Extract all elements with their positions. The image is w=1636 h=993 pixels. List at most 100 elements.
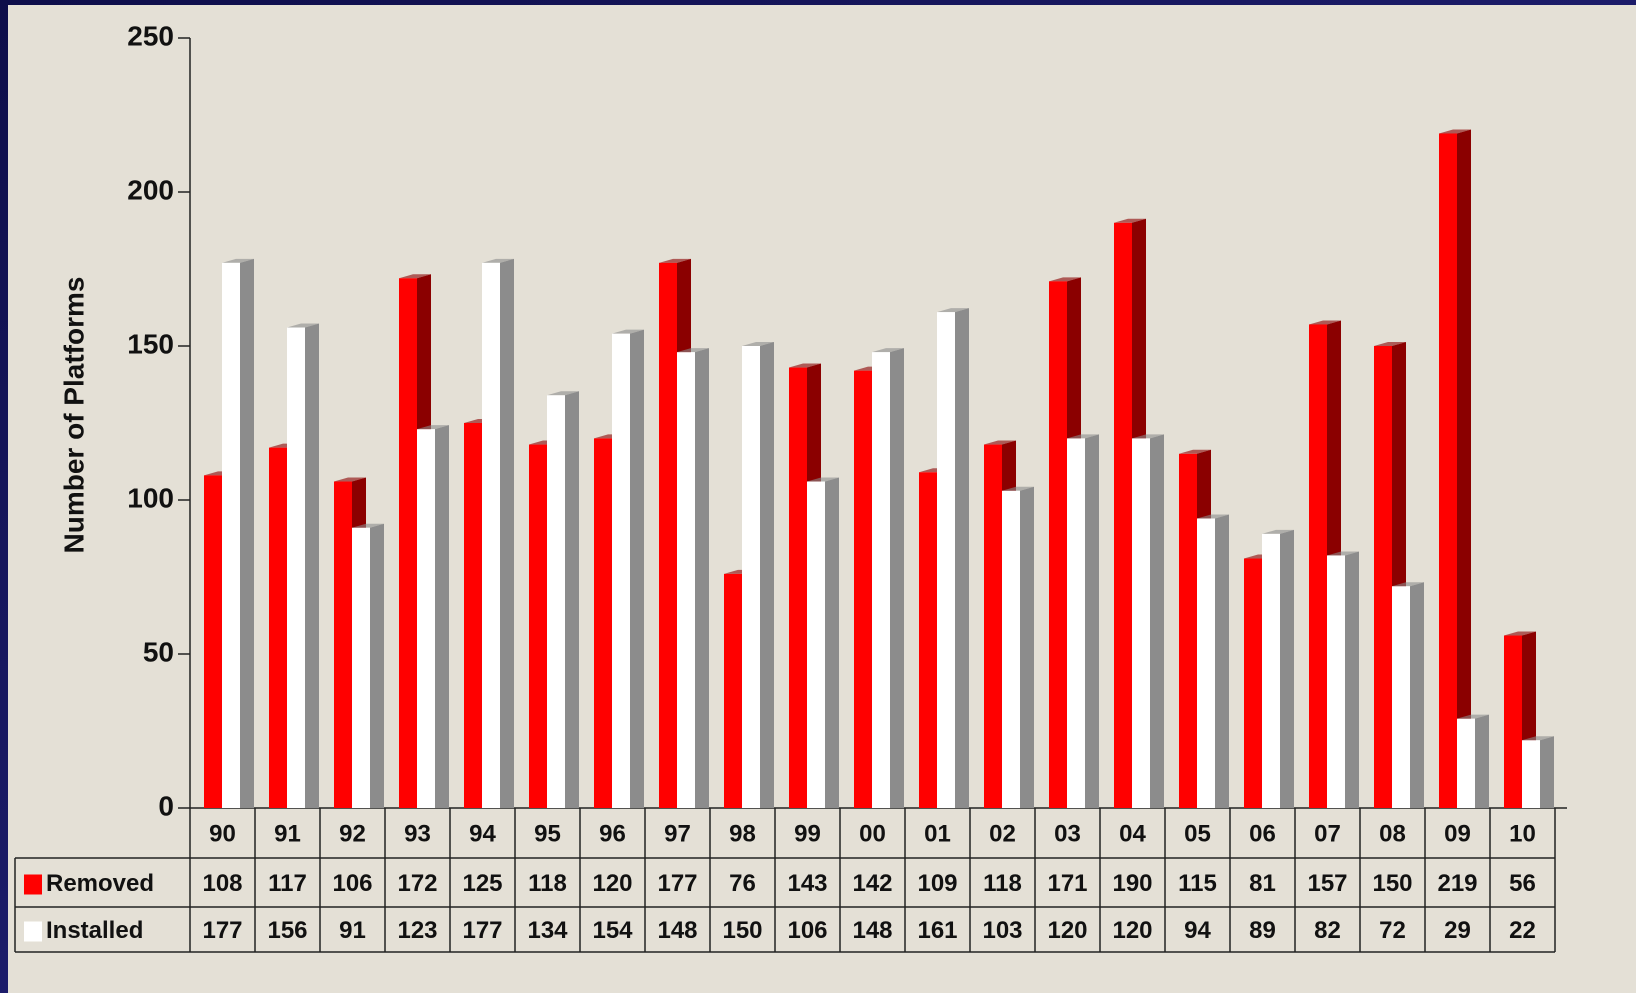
table-value: 150 xyxy=(722,917,762,944)
bar xyxy=(464,423,482,808)
bar-top xyxy=(1374,342,1406,346)
x-tick-label: 92 xyxy=(339,820,366,847)
x-tick-label: 93 xyxy=(404,820,431,847)
table-value: 106 xyxy=(787,917,827,944)
bar xyxy=(724,573,742,808)
table-value: 177 xyxy=(657,870,697,897)
bar xyxy=(204,475,222,808)
table-value: 117 xyxy=(268,870,307,897)
x-tick-label: 98 xyxy=(729,820,756,847)
bar-top xyxy=(807,477,839,482)
table-value: 123 xyxy=(397,917,437,944)
table-value: 120 xyxy=(592,870,632,897)
table-value: 72 xyxy=(1379,917,1406,944)
table-value: 219 xyxy=(1437,870,1477,897)
bar-top xyxy=(287,323,319,328)
bar xyxy=(1067,438,1085,808)
bar xyxy=(547,395,565,808)
bar-top xyxy=(789,363,821,368)
bar-side xyxy=(370,523,384,808)
table-value: 134 xyxy=(527,917,568,944)
table-value: 148 xyxy=(657,917,697,944)
bar xyxy=(1522,740,1540,808)
bar xyxy=(1244,558,1262,808)
y-tick-label: 0 xyxy=(158,790,174,821)
bar-top xyxy=(742,342,774,346)
bar-side xyxy=(1475,714,1489,808)
bar-side xyxy=(1150,434,1164,808)
bar-side xyxy=(955,308,969,808)
bar xyxy=(1504,635,1522,808)
table-value: 76 xyxy=(729,870,756,897)
table-value: 177 xyxy=(462,917,502,944)
table-value: 143 xyxy=(787,870,827,897)
table-value: 177 xyxy=(202,917,242,944)
bar xyxy=(919,472,937,808)
bar xyxy=(334,481,352,808)
bar-top xyxy=(334,477,366,482)
table-value: 108 xyxy=(202,870,242,897)
bar xyxy=(287,327,305,808)
table-value: 118 xyxy=(983,870,1022,897)
table-value: 115 xyxy=(1178,870,1217,897)
y-axis-label: Number of Platforms xyxy=(58,277,89,554)
bar-top xyxy=(1197,514,1229,519)
table-value: 161 xyxy=(917,917,957,944)
bar-side xyxy=(825,477,839,808)
bar-top xyxy=(1327,551,1359,556)
bar-top xyxy=(612,329,644,334)
x-tick-label: 03 xyxy=(1054,820,1081,847)
bar-top xyxy=(1392,582,1424,587)
y-tick-label: 200 xyxy=(127,174,174,205)
bar-side xyxy=(695,348,709,808)
y-tick-label: 250 xyxy=(127,20,174,51)
table-value: 172 xyxy=(397,870,437,897)
y-tick-label: 50 xyxy=(143,636,174,667)
bar-top xyxy=(677,348,709,353)
bar-side xyxy=(1457,129,1471,809)
table-value: 157 xyxy=(1307,870,1347,897)
bar-side xyxy=(1410,582,1424,808)
bar xyxy=(1179,453,1197,808)
bar xyxy=(1457,718,1475,808)
bar-side xyxy=(1280,529,1294,808)
bar xyxy=(417,429,435,808)
bar-top xyxy=(1067,434,1099,439)
bar-top xyxy=(352,523,384,528)
bar xyxy=(659,262,677,809)
x-tick-label: 07 xyxy=(1314,820,1341,847)
table-value: 190 xyxy=(1112,870,1152,897)
table-value: 89 xyxy=(1249,917,1276,944)
bar xyxy=(1439,133,1457,809)
table-value: 56 xyxy=(1509,870,1536,897)
bar xyxy=(1309,324,1327,808)
bar-top xyxy=(1132,434,1164,439)
x-tick-label: 97 xyxy=(664,820,691,847)
bar xyxy=(1327,555,1345,808)
y-tick-label: 100 xyxy=(127,482,174,513)
table-value: 142 xyxy=(852,870,892,897)
table-value: 150 xyxy=(1372,870,1412,897)
x-tick-label: 05 xyxy=(1184,820,1211,847)
bar xyxy=(482,262,500,809)
bar-side xyxy=(1345,551,1359,808)
table-value: 118 xyxy=(528,870,567,897)
x-tick-label: 06 xyxy=(1249,820,1276,847)
x-tick-label: 90 xyxy=(209,820,236,847)
legend-label: Removed xyxy=(46,870,154,897)
table-value: 120 xyxy=(1047,917,1087,944)
bar-top xyxy=(1002,486,1034,491)
x-tick-label: 00 xyxy=(859,820,886,847)
table-value: 94 xyxy=(1184,917,1211,944)
bar xyxy=(612,333,630,808)
bar xyxy=(1002,490,1020,808)
table-value: 29 xyxy=(1444,917,1471,944)
x-tick-label: 08 xyxy=(1379,820,1406,847)
bar-top xyxy=(1522,736,1554,741)
x-tick-label: 02 xyxy=(989,820,1016,847)
bar-side xyxy=(630,329,644,808)
x-tick-label: 01 xyxy=(924,820,951,847)
bar-top xyxy=(222,258,254,263)
table-value: 171 xyxy=(1047,870,1087,897)
bar xyxy=(677,352,695,808)
